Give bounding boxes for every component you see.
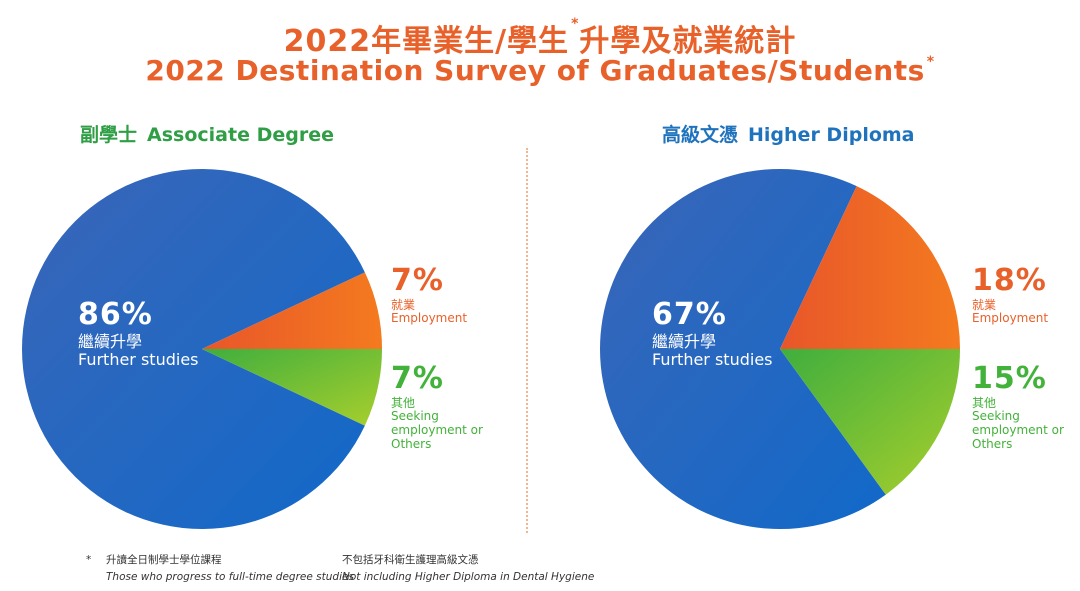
dotted-divider xyxy=(526,148,528,533)
ad-employment-label: 7% 就業 Employment xyxy=(391,263,468,326)
hd-employment-label: 18% 就業 Employment xyxy=(972,263,1049,326)
associate-degree-heading: 副學士 Associate Degree xyxy=(80,124,334,146)
hd-slice-employment xyxy=(780,186,960,349)
title-english: 2022 Destination Survey of Graduates/Stu… xyxy=(145,54,935,87)
higher-diploma-pie xyxy=(600,169,960,529)
ad-slice-others xyxy=(202,349,382,426)
associate-degree-pie xyxy=(21,168,382,529)
hd-slice-further-studies xyxy=(600,169,886,529)
hd-others-label: 15% 其他 Seeking employment or Others xyxy=(972,361,1064,451)
ad-slice-employment xyxy=(202,272,382,349)
ad-further-studies-label: 86% 繼續升學 Further studies xyxy=(78,297,199,369)
footnote-dental-hygiene: 不包括牙科衛生護理高級文憑 Not including Higher Diplo… xyxy=(342,554,595,583)
footnote-degree-studies: * 升讀全日制學士學位課程 Those who progress to full… xyxy=(86,554,354,583)
ad-others-label: 7% 其他 Seeking employment or Others xyxy=(391,361,483,451)
ad-slice-further-studies xyxy=(21,168,365,529)
hd-slice-others xyxy=(780,349,960,495)
higher-diploma-heading: 高級文憑 Higher Diploma xyxy=(662,124,915,146)
title-chinese: 2022年畢業生/學生 *升學及就業統計 xyxy=(283,16,797,59)
hd-further-studies-label: 67% 繼續升學 Further studies xyxy=(652,297,773,369)
